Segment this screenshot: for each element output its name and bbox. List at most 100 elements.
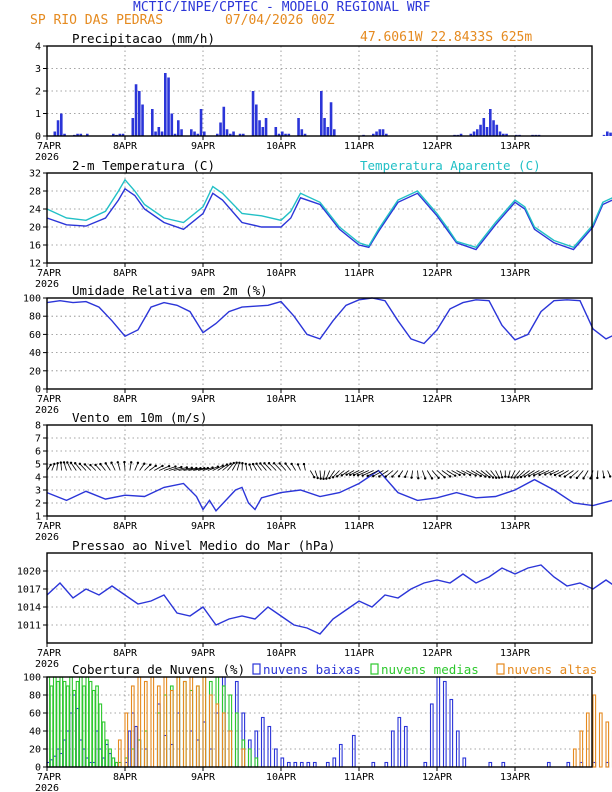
cloud-bar-nuvens-baixas — [273, 748, 278, 768]
wind-vector — [212, 465, 223, 471]
x-tick-label: 9APR — [191, 268, 216, 279]
wind-vector-head — [575, 476, 579, 480]
x-tick-label: 12APR — [422, 772, 453, 783]
precip-bar — [381, 129, 385, 136]
wind-vector-head — [484, 475, 487, 478]
wind-vector-head — [78, 462, 82, 466]
precip-bar — [242, 133, 245, 136]
panel-1: Precipitacao (mm/h) 0 1 2 3 4 7APR 8APR 9APR 10AP… — [35, 31, 612, 163]
precip-bar — [303, 133, 307, 136]
y-tick-label: 7 — [35, 434, 41, 445]
x-tick-label: 12APR — [422, 141, 453, 152]
cloud-bar-nuvens-medias — [65, 685, 70, 768]
wind-vector-head — [563, 475, 567, 478]
precip-bar — [320, 91, 323, 136]
cloud-bar-nuvens-baixas — [462, 757, 467, 768]
wind-vector — [511, 470, 516, 478]
wind-vector — [325, 470, 331, 479]
wind-vector-head — [259, 462, 262, 465]
wind-vector — [596, 470, 599, 478]
cloud-bar-nuvens-altas — [592, 694, 597, 768]
series-line-blue — [46, 564, 612, 635]
wind-vector — [520, 470, 530, 478]
precip-bar — [63, 133, 66, 136]
y-tick-label: 100 — [23, 294, 41, 305]
wind-vector-head — [391, 475, 394, 478]
x-tick-label: 10APR — [266, 141, 297, 152]
x-tick-label: 7APR — [37, 648, 62, 659]
y-tick-label: 28 — [29, 187, 41, 198]
wind-vector — [441, 470, 451, 477]
wind-vector — [79, 463, 87, 471]
legend-swatch — [496, 663, 505, 675]
wind-vector — [346, 470, 355, 476]
wind-vector — [373, 470, 384, 477]
wind-vector-head — [523, 475, 527, 478]
wind-vector-head — [110, 461, 113, 464]
wind-vector — [456, 470, 465, 475]
y-tick-label: 20 — [29, 223, 41, 234]
y-tick-label: 1017 — [17, 585, 41, 596]
precip-bar — [495, 124, 499, 136]
wind-vector — [529, 470, 540, 477]
cloud-bar-nuvens-altas — [137, 676, 142, 768]
precip-bar — [287, 133, 291, 136]
x-tick-label: 9APR — [191, 141, 216, 152]
y-tick-label: 16 — [29, 241, 41, 252]
x-tick-label: 8APR — [113, 141, 138, 152]
cloud-bar-nuvens-baixas — [442, 680, 447, 768]
precip-bar — [498, 131, 502, 136]
cloud-bar-nuvens-medias — [56, 680, 60, 768]
precip-bar — [459, 133, 463, 136]
y-tick-label: 60 — [29, 709, 41, 720]
series-line-blue — [46, 469, 612, 512]
precip-bar — [489, 109, 492, 136]
wind-vector — [392, 470, 399, 477]
wind-vector-head — [185, 466, 189, 469]
y-tick-label: 24 — [29, 205, 41, 216]
precip-bar — [167, 77, 170, 136]
cloud-bar-nuvens-altas — [579, 730, 584, 768]
wind-vector-head — [251, 462, 255, 466]
precip-bar — [160, 131, 164, 136]
wind-vector — [475, 470, 486, 477]
cloud-bar-nuvens-medias — [108, 748, 112, 768]
x-tick-label: 8APR — [113, 648, 138, 659]
precip-bar — [482, 118, 486, 136]
wind-vector-head — [154, 464, 157, 468]
y-tick-label: 4 — [35, 473, 41, 484]
wind-vector — [379, 470, 389, 477]
precip-bar — [225, 129, 229, 136]
precip-bar — [255, 104, 258, 136]
wind-vector — [545, 470, 555, 475]
wind-vector — [291, 463, 296, 471]
x-tick-label: 10APR — [266, 772, 297, 783]
cloud-bar-nuvens-medias — [254, 757, 259, 768]
wind-vector-head — [238, 461, 241, 464]
precip-bar — [157, 127, 161, 136]
series-line-blue — [46, 297, 612, 345]
wind-vector — [466, 470, 476, 476]
wind-vector-head — [328, 476, 331, 480]
wind-vector — [60, 462, 63, 471]
cloud-bar-nuvens-baixas — [390, 730, 395, 768]
wind-vector — [564, 470, 574, 477]
precip-bar — [53, 131, 57, 136]
x-tick-label: 11APR — [344, 772, 375, 783]
wind-vector-head — [448, 475, 452, 478]
x-tick-label: 13APR — [500, 268, 531, 279]
precip-bar — [469, 133, 473, 136]
wind-vector-head — [136, 461, 140, 465]
y-tick-label: 40 — [29, 727, 41, 738]
precip-bar — [329, 102, 333, 136]
wind-vector-head — [94, 463, 97, 467]
wind-vector-head — [267, 462, 271, 465]
y-tick-label: 0 — [35, 763, 41, 774]
x-year-label: 2026 — [35, 405, 59, 416]
cloud-bar-nuvens-altas — [130, 685, 135, 768]
wind-vector — [550, 470, 560, 475]
wind-vector — [264, 463, 272, 471]
wind-vector — [411, 470, 414, 478]
cloud-bar-nuvens-medias — [234, 712, 239, 768]
wind-vector — [252, 463, 257, 471]
